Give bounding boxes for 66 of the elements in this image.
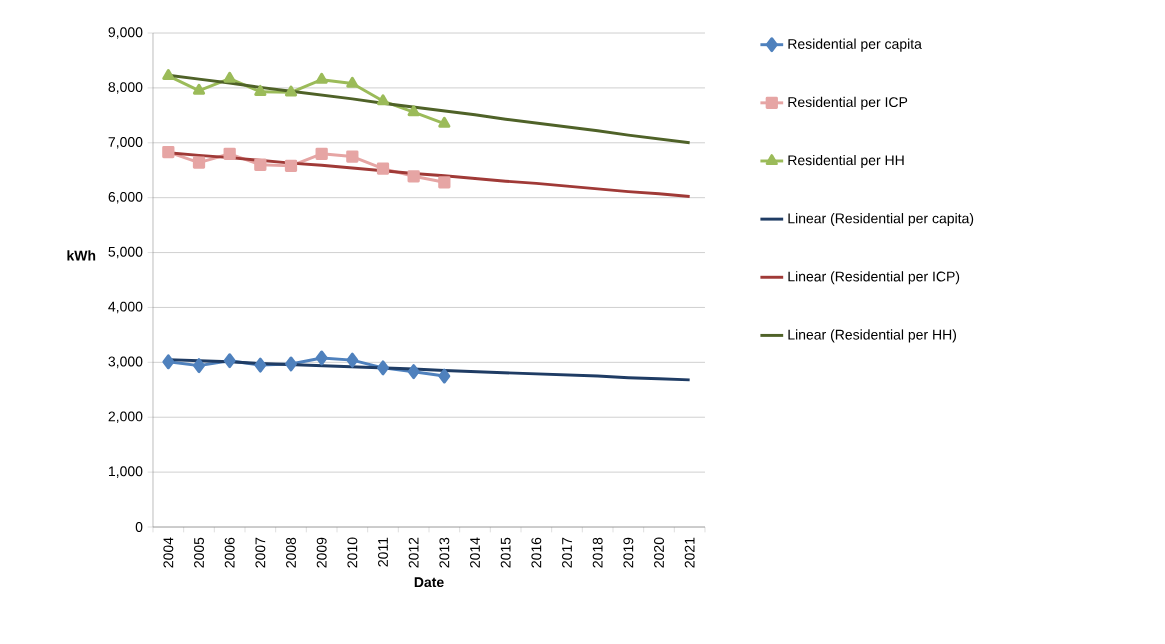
point — [284, 85, 298, 97]
y-tick-label: 2,000 — [108, 411, 143, 424]
point — [285, 356, 297, 372]
x-tick-label: 2009 — [316, 537, 327, 568]
y-tick-label: 5,000 — [108, 246, 143, 259]
x-tick-label: 2016 — [531, 537, 542, 568]
point — [438, 368, 451, 384]
point — [346, 352, 359, 368]
y-tick-label: 0 — [135, 522, 143, 532]
y-tick-label: 9,000 — [108, 27, 143, 39]
x-tick-label: 2021 — [684, 537, 695, 568]
x-tick-label: 2007 — [255, 537, 266, 568]
point — [284, 159, 298, 172]
point — [254, 84, 267, 96]
point — [162, 69, 175, 80]
point — [315, 147, 328, 160]
x-tick-label: 2010 — [347, 537, 358, 568]
x-tick-label: 2020 — [654, 537, 664, 568]
x-tick-label: 2019 — [623, 537, 634, 568]
y-tick-label: 6,000 — [108, 191, 143, 204]
point — [315, 350, 328, 366]
legend-label: Residential per HH — [788, 154, 904, 168]
y-tick-label: 7,000 — [108, 137, 143, 149]
x-tick-label: 2008 — [286, 537, 296, 568]
point — [407, 170, 420, 183]
x-tick-label: 2005 — [194, 537, 204, 568]
legend-label: Residential per capita — [788, 38, 922, 52]
point — [346, 150, 359, 163]
y-tick-label: 3,000 — [108, 356, 143, 369]
point — [254, 357, 267, 373]
point — [254, 158, 267, 171]
point — [162, 145, 175, 159]
x-tick-label: 2015 — [500, 537, 511, 568]
point — [407, 105, 420, 117]
legend-label: Linear (Residential per ICP) — [788, 271, 960, 285]
point — [376, 94, 390, 106]
point — [192, 83, 206, 95]
point — [407, 364, 420, 380]
point — [376, 162, 390, 175]
y-tick-label: 8,000 — [108, 82, 143, 94]
x-tick-label: 2011 — [378, 537, 388, 567]
point — [162, 354, 175, 370]
x-axis-title: Date — [414, 577, 444, 588]
legend-label: Linear (Residential per HH) — [788, 329, 957, 343]
y-tick-label: 4,000 — [108, 301, 143, 314]
x-tick-label: 2013 — [439, 537, 450, 568]
y-axis-title: kWh — [67, 250, 96, 261]
point — [377, 360, 389, 376]
point — [223, 71, 236, 83]
point — [223, 147, 236, 160]
legend-label: Linear (Residential per capita) — [788, 213, 974, 227]
point — [438, 116, 451, 128]
legend-label: Residential per ICP — [788, 96, 908, 110]
x-tick-label: 2012 — [408, 537, 419, 568]
x-tick-label: 2006 — [224, 537, 235, 568]
point — [223, 353, 236, 369]
x-tick-label: 2017 — [562, 537, 572, 568]
y-tick-label: 1,000 — [108, 466, 143, 478]
point — [193, 358, 205, 374]
point — [192, 156, 206, 169]
point — [346, 76, 359, 88]
point — [315, 72, 328, 84]
x-tick-label: 2004 — [163, 537, 174, 568]
x-tick-label: 2018 — [592, 537, 603, 568]
point — [438, 176, 451, 189]
x-tick-label: 2014 — [470, 537, 480, 568]
